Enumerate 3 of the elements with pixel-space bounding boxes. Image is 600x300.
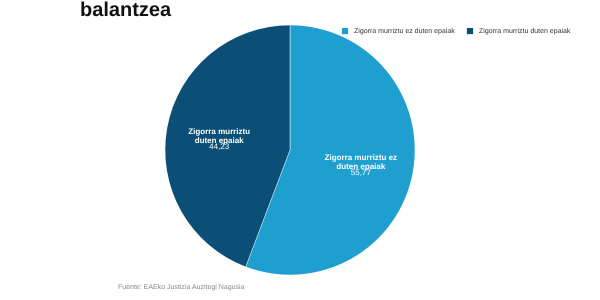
data-label: 44,23 [209, 142, 230, 152]
slice-label: Zigorra murriztu ez duten epaiak [324, 152, 398, 171]
chart-title: balantzea [80, 0, 172, 21]
